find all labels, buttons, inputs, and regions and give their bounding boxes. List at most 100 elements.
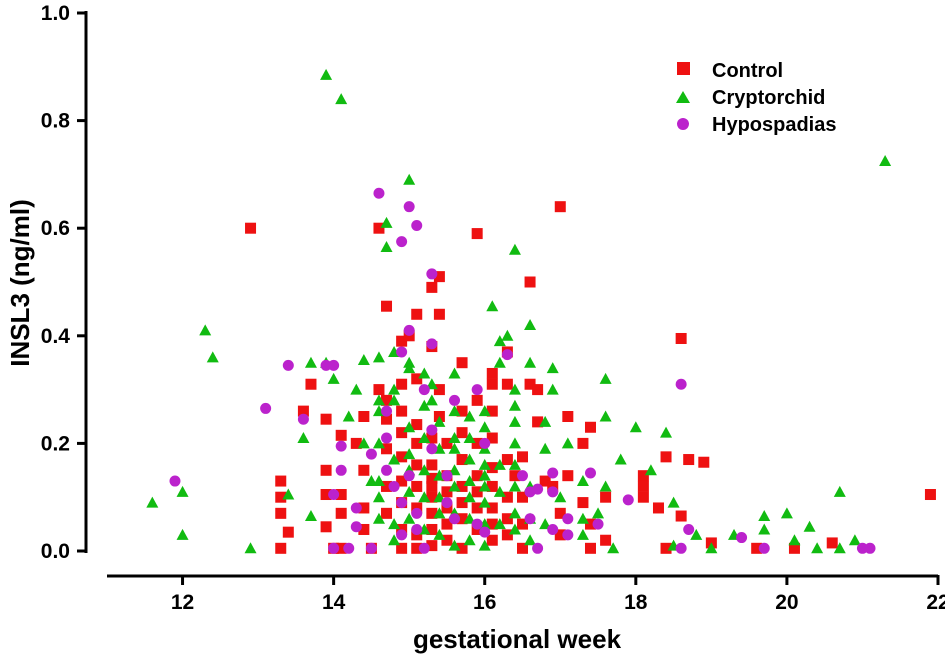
cryptorchid-point xyxy=(508,507,521,519)
control-point xyxy=(471,437,483,449)
cryptorchid-point xyxy=(508,415,521,427)
cryptorchid-point xyxy=(478,496,491,508)
cryptorchid-point xyxy=(463,512,476,524)
control-point xyxy=(381,480,393,492)
y-axis-title: INSL3 (ng/ml) xyxy=(5,199,35,367)
control-point xyxy=(924,489,936,501)
cryptorchid-point xyxy=(478,539,491,551)
control-point xyxy=(456,513,468,525)
hypospadias-point xyxy=(479,526,491,538)
cryptorchid-point xyxy=(304,510,317,522)
x-tick-label: 12 xyxy=(171,591,194,614)
cryptorchid-point xyxy=(244,542,257,554)
hypospadias-point xyxy=(169,475,181,487)
control-point xyxy=(486,367,498,379)
cryptorchid-point xyxy=(206,351,219,363)
control-point xyxy=(396,427,408,439)
hypospadias-point xyxy=(471,518,483,530)
cryptorchid-point xyxy=(524,534,537,546)
control-point xyxy=(297,405,309,417)
control-point xyxy=(358,502,370,514)
control-point xyxy=(396,542,408,554)
control-point xyxy=(426,459,438,471)
cryptorchid-point xyxy=(539,518,552,530)
cryptorchid-point xyxy=(433,491,446,503)
cryptorchid-point xyxy=(365,475,378,487)
control-point xyxy=(486,502,498,514)
hypospadias-point xyxy=(350,502,362,514)
cryptorchid-point xyxy=(448,432,461,444)
control-point xyxy=(275,491,287,503)
hypospadias-point xyxy=(562,529,574,541)
hypospadias-point xyxy=(856,542,868,554)
control-point xyxy=(373,222,385,234)
cryptorchid-point xyxy=(478,458,491,470)
control-point xyxy=(517,451,528,463)
control-point xyxy=(411,308,423,320)
control-point xyxy=(509,470,521,482)
control-point xyxy=(456,480,468,492)
control-point xyxy=(532,384,544,396)
control-point xyxy=(486,534,498,546)
control-point xyxy=(486,462,498,474)
cryptorchid-point xyxy=(372,512,385,524)
cryptorchid-point xyxy=(546,362,559,374)
y-tick-label: 0.0 xyxy=(41,540,70,563)
cryptorchid-point xyxy=(811,542,824,554)
control-point xyxy=(562,411,574,422)
control-point xyxy=(524,378,536,390)
control-point xyxy=(486,405,498,417)
legend-item-control: Control xyxy=(677,60,783,82)
control-point xyxy=(282,526,294,538)
control-point xyxy=(683,454,695,466)
control-point xyxy=(456,405,468,417)
series-hypospadias xyxy=(169,187,876,554)
hypospadias-point xyxy=(675,542,687,554)
cryptorchid-point xyxy=(418,432,431,444)
cryptorchid-point xyxy=(418,399,431,411)
cryptorchid-point xyxy=(146,496,159,508)
cryptorchid-point xyxy=(372,491,385,503)
control-point xyxy=(335,507,347,519)
hypospadias-point xyxy=(592,518,604,530)
x-tick-label: 22 xyxy=(926,591,945,614)
hypospadias-point xyxy=(758,542,770,554)
control-point xyxy=(471,502,483,514)
control-point xyxy=(275,507,287,519)
control-point xyxy=(433,384,445,396)
cryptorchid-point xyxy=(660,426,673,438)
cryptorchid-point xyxy=(879,154,892,166)
control-point xyxy=(751,542,763,554)
cryptorchid-point xyxy=(463,491,476,503)
control-point xyxy=(554,507,566,519)
cryptorchid-point xyxy=(425,378,438,390)
control-point xyxy=(486,378,498,390)
control-point xyxy=(426,281,438,293)
hypospadias-point xyxy=(426,424,438,436)
hypospadias-point xyxy=(260,402,272,414)
cryptorchid-point xyxy=(403,512,416,524)
cryptorchid-point xyxy=(372,351,385,363)
hypospadias-point xyxy=(584,467,596,479)
x-axis-ticks: 12 14 16 18 20 22 xyxy=(171,575,945,614)
cryptorchid-point xyxy=(524,356,537,368)
cryptorchid-point xyxy=(508,243,521,255)
control-point xyxy=(826,537,838,549)
hypospadias-point xyxy=(388,480,400,492)
cryptorchid-point xyxy=(690,528,703,540)
control-point xyxy=(396,405,408,417)
cryptorchid-point xyxy=(199,324,212,336)
cryptorchid-point xyxy=(448,539,461,551)
control-point xyxy=(426,472,438,484)
control-point xyxy=(358,523,370,535)
cryptorchid-point xyxy=(388,534,401,546)
cryptorchid-point xyxy=(576,512,589,524)
hypospadias-point xyxy=(547,523,559,535)
cryptorchid-point xyxy=(403,362,416,374)
cryptorchid-point xyxy=(493,335,506,347)
control-point xyxy=(358,411,370,422)
hypospadias-point xyxy=(396,346,408,358)
x-tick-label: 20 xyxy=(775,591,798,614)
control-point xyxy=(426,491,438,503)
